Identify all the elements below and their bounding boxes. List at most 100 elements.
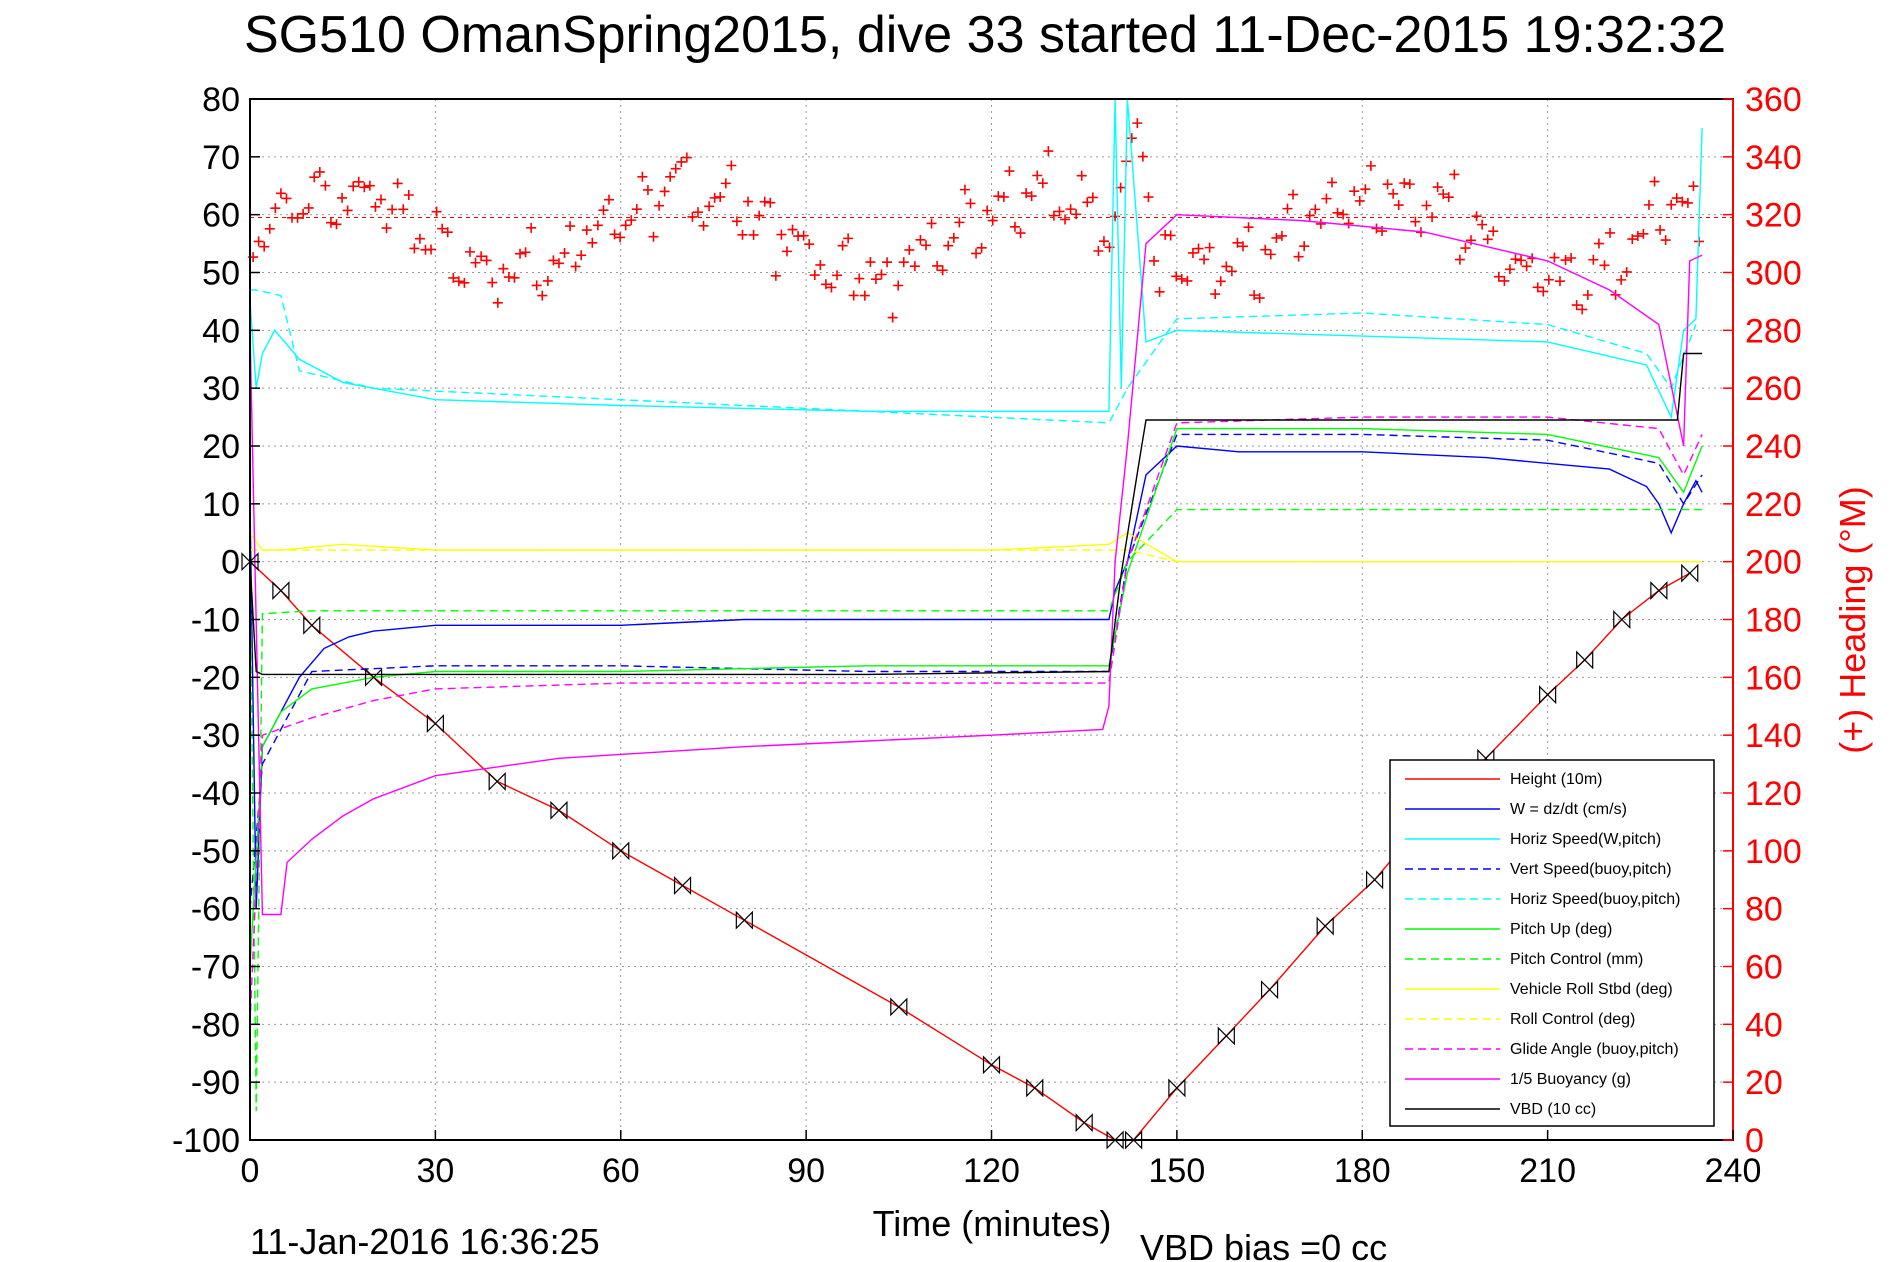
heading-point (1677, 196, 1688, 207)
heading-point (832, 270, 843, 281)
heading-point (292, 212, 303, 223)
heading-point (1427, 212, 1438, 223)
heading-point (542, 275, 553, 286)
y-right-tick-label: 260 (1745, 370, 1802, 408)
height-marker (550, 800, 568, 820)
heading-point (526, 222, 537, 233)
heading-point (1332, 207, 1343, 218)
heading-point (1605, 227, 1616, 238)
heading-point (870, 274, 881, 285)
y-tick-label: -20 (191, 659, 240, 697)
heading-point (1671, 193, 1682, 204)
x-tick-label: 240 (1705, 1152, 1762, 1190)
legend-box (1389, 759, 1715, 1127)
series-line (250, 289, 1697, 424)
heading-point (1460, 243, 1471, 254)
y-axis-label-right: (+) Heading (°M) (1832, 486, 1873, 753)
heading-point (381, 223, 392, 234)
heading-point (1110, 211, 1121, 222)
heading-point (1293, 251, 1304, 262)
heading-point (1404, 179, 1415, 190)
height-marker (1106, 1130, 1124, 1150)
heading-point (1410, 216, 1421, 227)
y-tick-label: 20 (202, 428, 240, 466)
heading-point (921, 240, 932, 251)
heading-point (615, 232, 626, 243)
heading-point (537, 290, 548, 301)
heading-point (1499, 275, 1510, 286)
heading-point (1204, 242, 1215, 253)
series-line (249, 427, 1703, 967)
heading-point (1538, 286, 1549, 297)
x-tick-label: 180 (1334, 1152, 1391, 1190)
heading-point (1493, 271, 1504, 282)
heading-point (1471, 211, 1482, 222)
heading-point (1326, 177, 1337, 188)
footer-vbd-bias: VBD bias =0 cc (1140, 1227, 1387, 1262)
heading-point (1388, 188, 1399, 199)
legend-label: Roll Control (deg) (1510, 1011, 1635, 1028)
legend-label: Vert Speed(buoy,pitch) (1510, 861, 1672, 878)
heading-point (392, 178, 403, 189)
heading-point (342, 205, 353, 216)
heading-point (765, 197, 776, 208)
y-tick-label: -40 (191, 775, 240, 813)
heading-point (665, 171, 676, 182)
heading-point (259, 241, 270, 252)
heading-point (398, 204, 409, 215)
heading-point (1582, 289, 1593, 300)
heading-point (592, 220, 603, 231)
heading-point (1649, 176, 1660, 187)
x-tick-label: 0 (241, 1152, 260, 1190)
legend-label: Horiz Speed(W,pitch) (1510, 831, 1661, 848)
height-marker (1217, 1026, 1235, 1046)
heading-point (748, 229, 759, 240)
heading-point (1054, 206, 1065, 217)
series-line (249, 531, 1703, 563)
legend-label: Pitch Control (mm) (1510, 951, 1643, 968)
legend-label: Vehicle Roll Stbd (deg) (1510, 981, 1673, 998)
heading-point (459, 277, 470, 288)
heading-point (937, 265, 948, 276)
y-right-tick-label: 280 (1745, 312, 1802, 350)
y-right-tick-label: 220 (1745, 486, 1802, 524)
heading-point (1632, 231, 1643, 242)
legend-label: W = dz/dt (cm/s) (1510, 801, 1627, 818)
heading-point (1210, 289, 1221, 300)
heading-point (314, 166, 325, 177)
heading-point (798, 230, 809, 241)
heading-point (781, 246, 792, 257)
heading-point (776, 229, 787, 240)
heading-point (1276, 230, 1287, 241)
height-marker (1681, 563, 1699, 583)
heading-point (743, 196, 754, 207)
heading-point (1443, 192, 1454, 203)
heading-point (325, 217, 336, 228)
heading-point (487, 277, 498, 288)
height-marker (1316, 916, 1334, 936)
heading-point (1321, 193, 1332, 204)
heading-point (1516, 255, 1527, 266)
heading-point (1221, 261, 1232, 272)
y-right-tick-label: 160 (1745, 659, 1802, 697)
heading-point (609, 229, 620, 240)
heading-point (815, 259, 826, 270)
heading-point (726, 160, 737, 171)
heading-point (787, 224, 798, 235)
legend-label: Glide Angle (buoy,pitch) (1510, 1041, 1679, 1058)
heading-point (1477, 219, 1488, 230)
heading-point (320, 180, 331, 191)
x-tick-label: 90 (787, 1152, 825, 1190)
heading-point (1393, 200, 1404, 211)
heading-point (1271, 232, 1282, 243)
heading-point (1165, 230, 1176, 241)
heading-point (1232, 237, 1243, 248)
heading-point (548, 255, 559, 266)
heading-point (1454, 254, 1465, 265)
y-right-tick-label: 20 (1745, 1064, 1783, 1102)
heading-point (509, 272, 520, 283)
heading-point (1560, 255, 1571, 266)
heading-markers (248, 118, 1705, 323)
heading-point (1577, 304, 1588, 315)
heading-point (448, 272, 459, 283)
